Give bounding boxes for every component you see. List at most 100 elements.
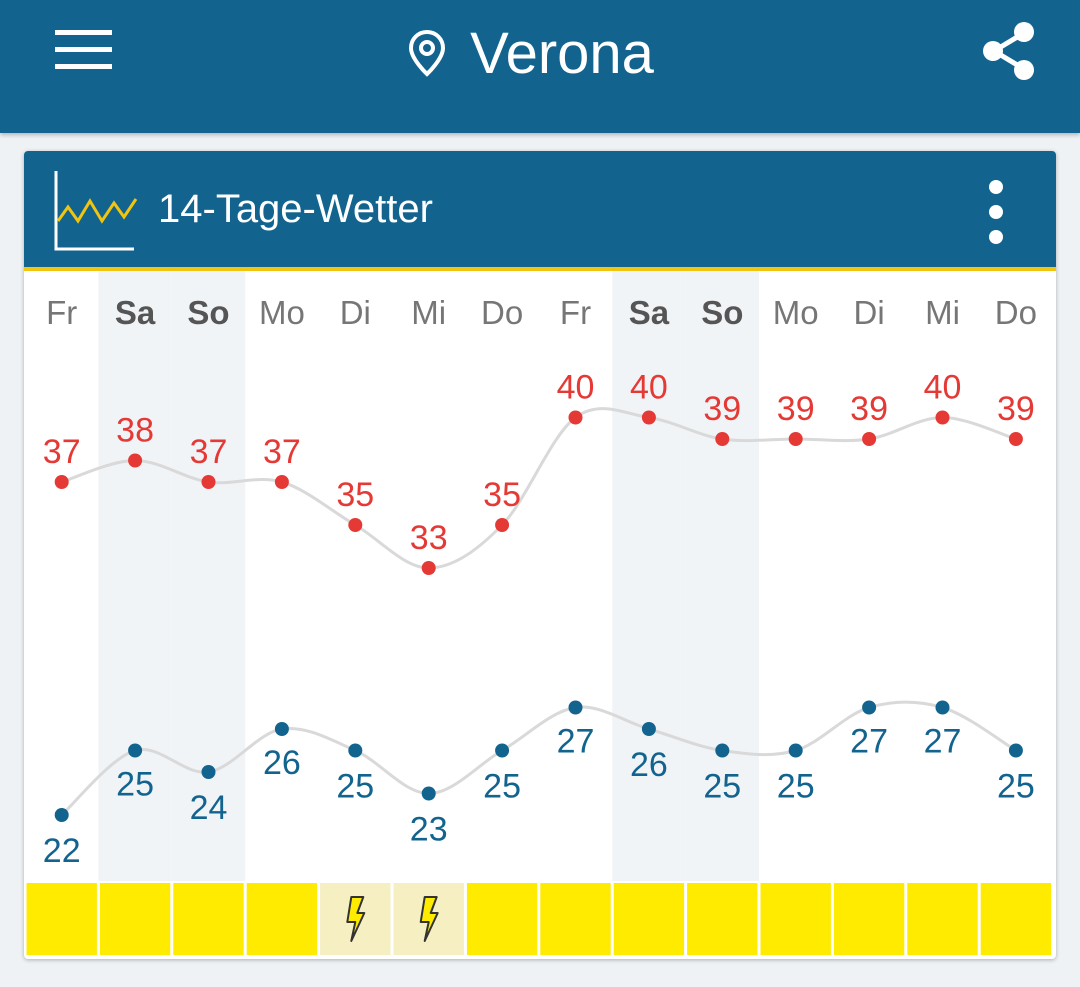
- high-temp-point: [274, 475, 289, 489]
- warning-cell: [760, 883, 831, 955]
- high-temp-label: 40: [924, 369, 962, 407]
- high-temp-point: [348, 518, 363, 532]
- low-temp-point: [1008, 743, 1023, 758]
- high-temp-label: 40: [557, 369, 595, 407]
- low-temp-point: [54, 808, 69, 822]
- warning-cell-bg: [980, 883, 1052, 955]
- low-temp-point: [935, 700, 950, 715]
- share-icon[interactable]: [980, 18, 1040, 84]
- warning-cell-bg: [246, 883, 318, 955]
- high-temp-point: [641, 410, 656, 425]
- day-label: Fr: [560, 294, 591, 331]
- high-temp-label: 35: [483, 476, 521, 514]
- warning-cell: [613, 883, 685, 955]
- low-temp-label: 27: [924, 723, 962, 761]
- high-temp-label: 33: [410, 519, 448, 557]
- map-pin-icon: [409, 29, 446, 77]
- high-temp-label: 39: [850, 390, 888, 428]
- low-temp-label: 27: [557, 723, 595, 761]
- day-label: Sa: [629, 294, 670, 331]
- low-temp-label: 22: [43, 832, 81, 870]
- card-header: 14-Tage-Wetter: [24, 151, 1056, 271]
- high-temp-point: [862, 432, 877, 446]
- warning-cell: [246, 883, 318, 955]
- day-label: Mi: [411, 294, 446, 331]
- day-label: Sa: [115, 294, 156, 331]
- day-label: So: [701, 294, 743, 331]
- low-temp-point: [348, 743, 363, 758]
- warning-cell-bg: [687, 883, 758, 955]
- day-label: Mo: [773, 294, 819, 331]
- warning-cell: [907, 883, 978, 955]
- high-temp-point: [715, 432, 730, 446]
- warning-cell: [833, 883, 905, 955]
- warning-cell-bg: [466, 883, 538, 955]
- low-temp-label: 26: [630, 746, 668, 784]
- high-temp-point: [495, 518, 510, 532]
- low-temp-point: [128, 743, 143, 758]
- warning-cell-bg: [833, 883, 905, 955]
- high-temp-label: 40: [630, 369, 668, 407]
- forecast-chart: Fr Sa So Mo Di Mi Do Fr Sa So Mo Di Mi Do 37 38 37 37 35 33…: [26, 269, 1052, 955]
- day-label: Mo: [259, 294, 305, 331]
- low-temp-point: [274, 722, 289, 736]
- low-temp-label: 25: [116, 766, 154, 804]
- high-temp-label: 35: [336, 476, 374, 514]
- high-temp-point: [568, 410, 583, 425]
- day-label: Di: [854, 294, 885, 331]
- low-temp-label: 27: [850, 723, 888, 761]
- warning-cell: [393, 883, 464, 955]
- weekend-shade: [612, 269, 686, 881]
- low-temp-point: [495, 743, 510, 758]
- high-temp-point: [935, 410, 950, 425]
- warning-cell: [540, 883, 611, 955]
- high-temp-label: 38: [116, 412, 154, 450]
- low-temp-point: [421, 786, 436, 801]
- high-temp-point: [201, 475, 216, 489]
- low-temp-point: [641, 722, 656, 736]
- warning-cell: [980, 883, 1052, 955]
- low-temp-label: 26: [263, 744, 301, 782]
- low-temp-label: 25: [997, 768, 1035, 806]
- low-temp-point: [201, 765, 216, 779]
- warning-cell-bg: [760, 883, 831, 955]
- high-temp-label: 39: [703, 390, 741, 428]
- forecast-card: Fr Sa So Mo Di Mi Do Fr Sa So Mo Di Mi Do 37 38 37 37 35 33…: [24, 151, 1056, 959]
- weekend-shade: [685, 269, 759, 881]
- day-label: Do: [995, 294, 1037, 331]
- warning-cell: [687, 883, 758, 955]
- high-temp-label: 37: [263, 433, 301, 471]
- high-temp-line: [61, 407, 1017, 570]
- low-temp-label: 25: [777, 768, 815, 806]
- high-temp-label: 39: [997, 390, 1035, 428]
- warning-cell-bg: [99, 883, 171, 955]
- low-temp-point: [568, 700, 583, 715]
- low-temp-label: 25: [483, 768, 521, 806]
- low-temp-label: 25: [336, 768, 374, 806]
- high-temp-label: 37: [190, 433, 228, 471]
- high-temp-point: [421, 561, 436, 575]
- hamburger-menu-icon[interactable]: [50, 26, 120, 74]
- card-title: 14-Tage-Wetter: [158, 187, 433, 231]
- day-label: So: [187, 294, 229, 331]
- warning-cell: [466, 883, 538, 955]
- low-temp-point: [788, 743, 803, 758]
- day-label: Fr: [46, 294, 77, 331]
- line-chart-icon: [54, 171, 138, 251]
- lightning-bolt-icon: [419, 896, 439, 942]
- high-temp-point: [788, 432, 803, 446]
- high-temp-point: [128, 453, 143, 468]
- warning-cell-bg: [540, 883, 611, 955]
- low-temp-point: [715, 743, 730, 758]
- more-vertical-icon[interactable]: [976, 177, 1016, 247]
- day-label: Di: [340, 294, 371, 331]
- warning-cell-bg: [613, 883, 685, 955]
- warning-cell-bg: [173, 883, 244, 955]
- low-temp-label: 25: [703, 768, 741, 806]
- location-title[interactable]: Verona: [0, 18, 1080, 88]
- low-temp-label: 24: [190, 789, 228, 827]
- high-temp-label: 39: [777, 390, 815, 428]
- low-temp-point: [862, 700, 877, 715]
- weekend-shade: [98, 269, 172, 881]
- high-temp-point: [54, 475, 69, 489]
